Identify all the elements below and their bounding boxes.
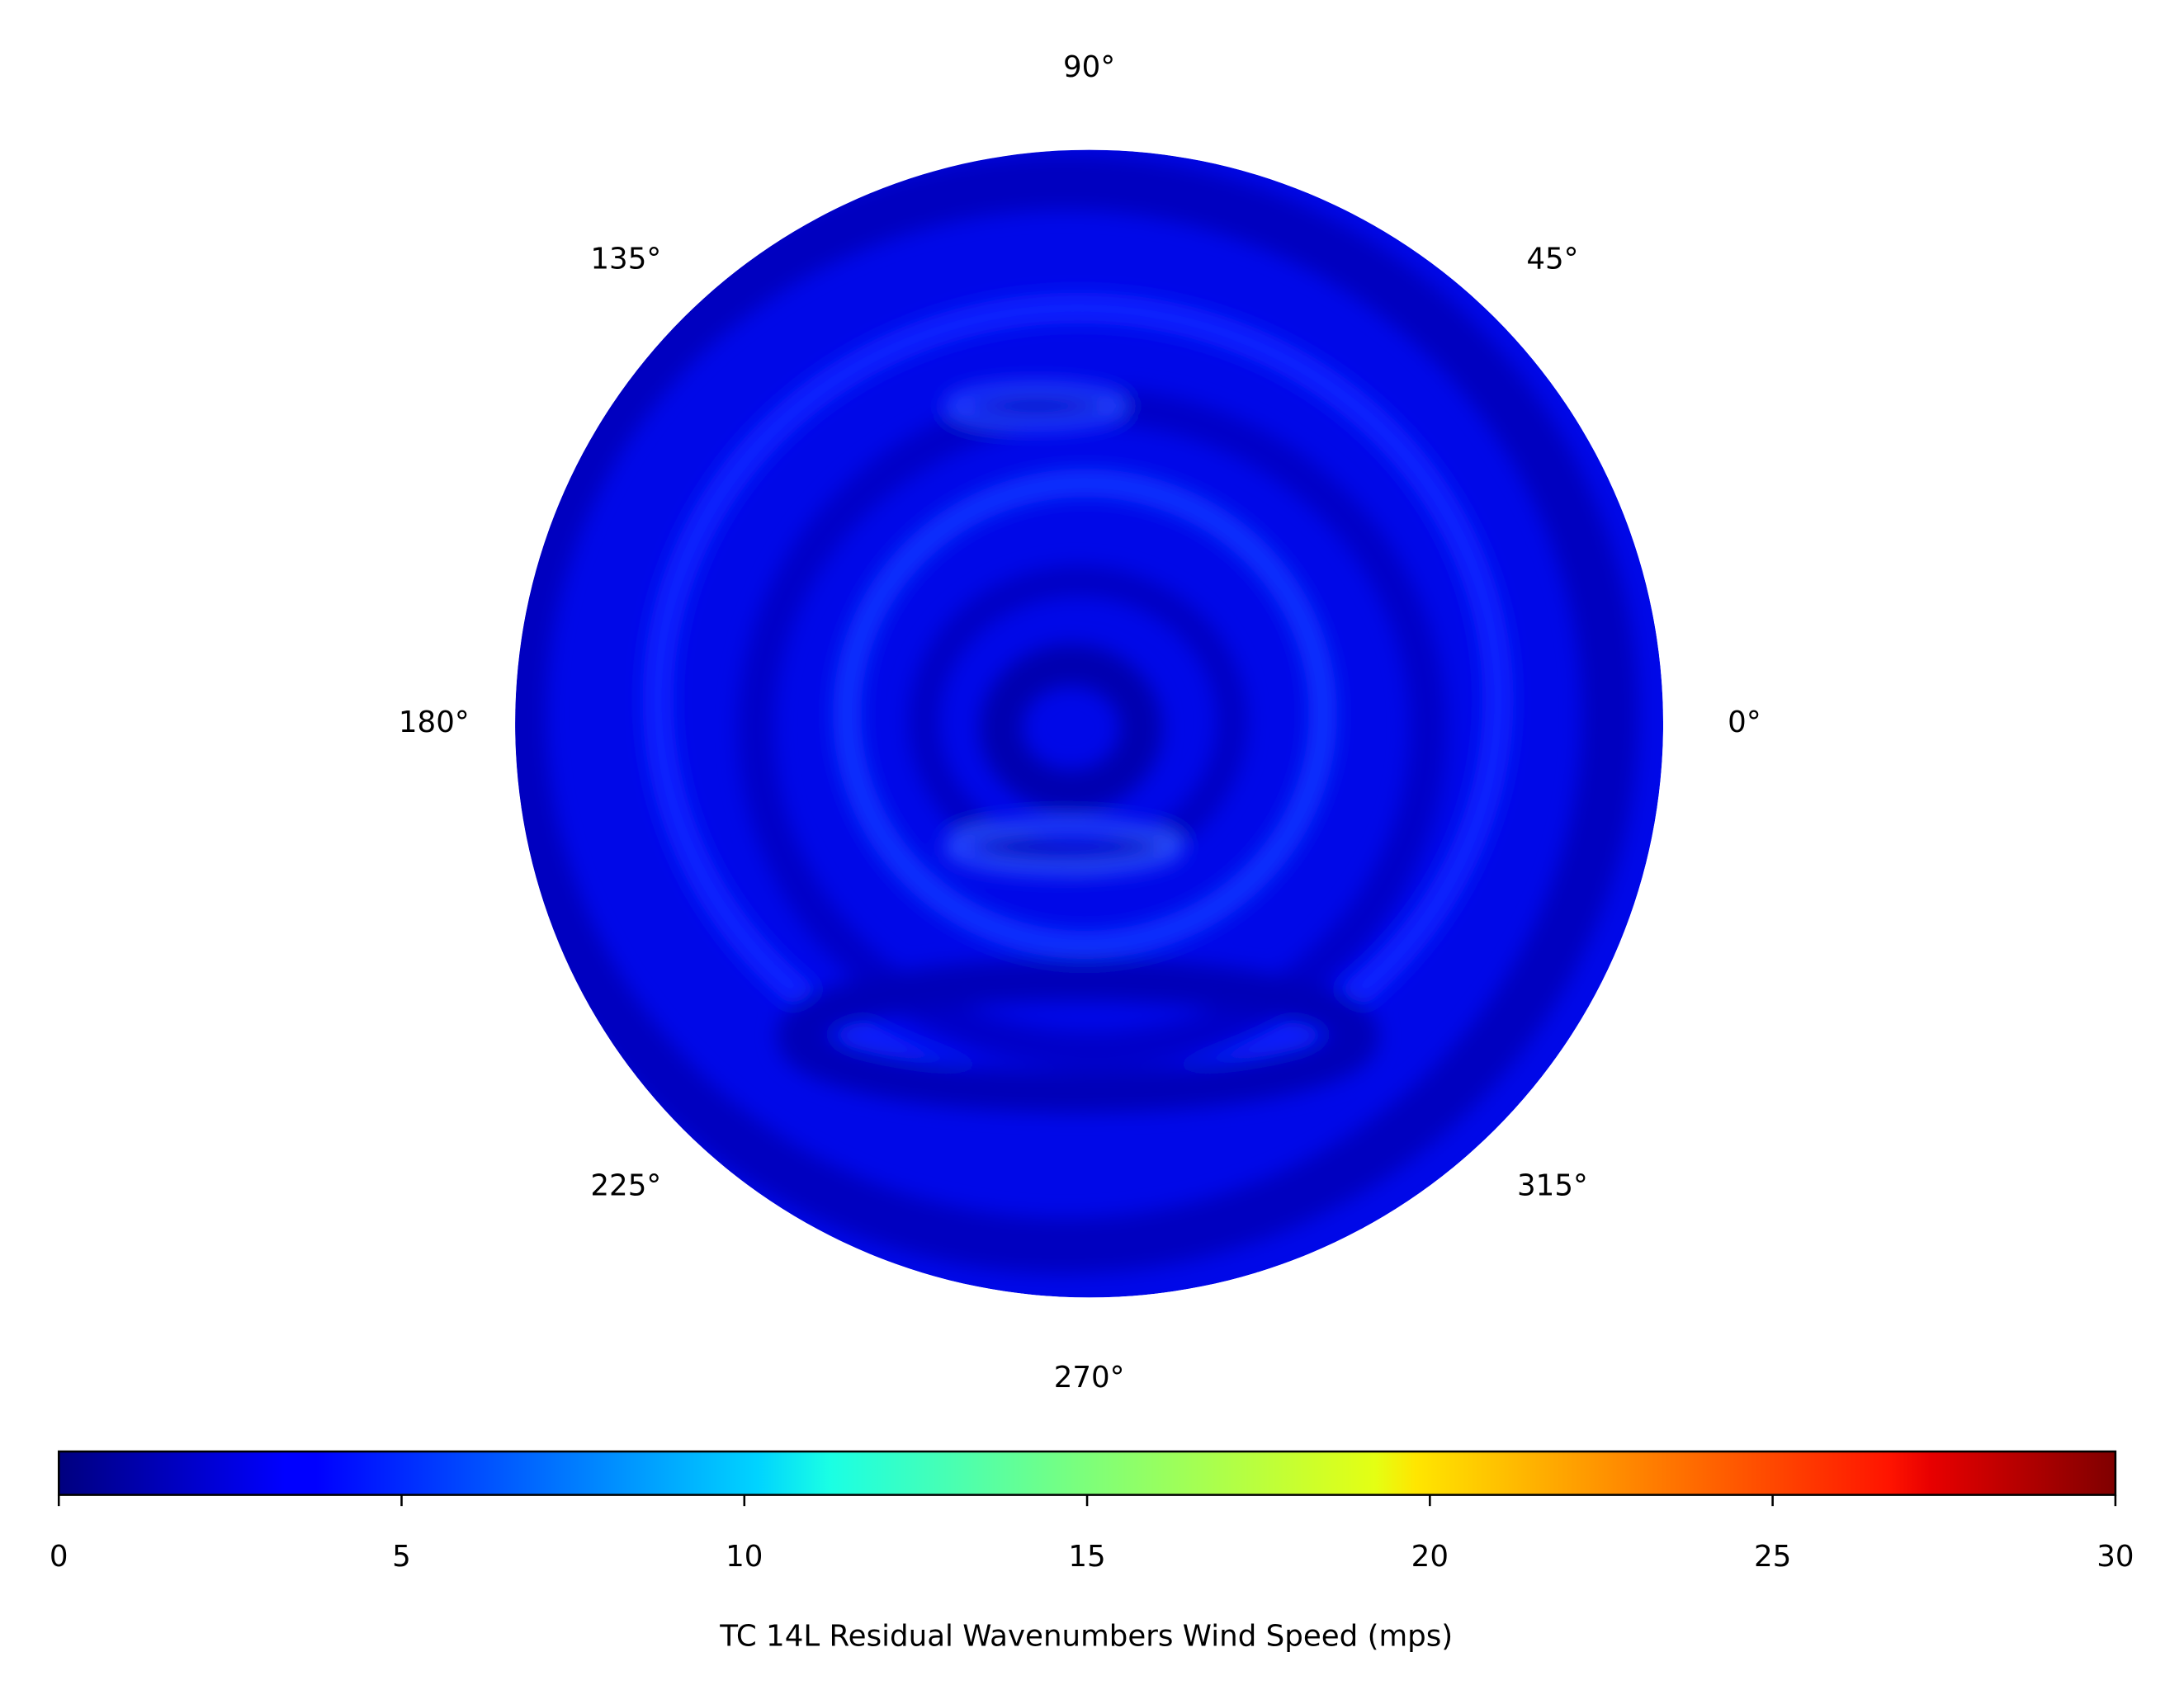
theta-tick-label: 45°	[1526, 243, 1578, 276]
colorbar-label: TC 14L Residual Wavenumbers Wind Speed (…	[719, 1620, 1453, 1654]
theta-tick-label: 90°	[1063, 50, 1115, 84]
theta-tick-label: 135°	[590, 243, 661, 276]
colorbar-tick-label: 0	[50, 1540, 69, 1574]
theta-tick-label: 180°	[399, 706, 470, 739]
colorbar-tick-label: 10	[726, 1540, 763, 1574]
theta-tick-label: 315°	[1517, 1168, 1588, 1202]
theta-tick-label: 0°	[1728, 706, 1761, 739]
colorbar-tick-label: 15	[1068, 1540, 1105, 1574]
wind-field	[515, 149, 1664, 1298]
colorbar-tick-label: 30	[2097, 1540, 2134, 1574]
theta-tick-label: 270°	[1054, 1361, 1125, 1395]
theta-tick-label: 225°	[590, 1168, 661, 1202]
colorbar-tick-label: 5	[392, 1540, 411, 1574]
colorbar-tick-label: 20	[1411, 1540, 1449, 1574]
colorbar-tick-label: 25	[1754, 1540, 1791, 1574]
colorbar	[57, 1450, 2117, 1496]
